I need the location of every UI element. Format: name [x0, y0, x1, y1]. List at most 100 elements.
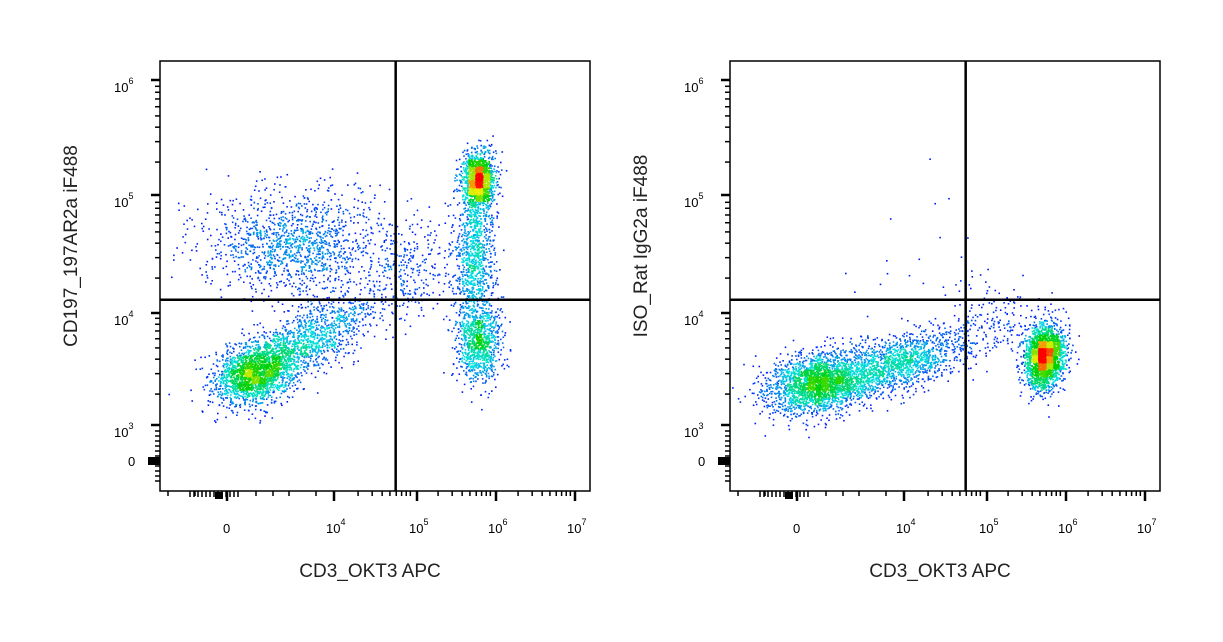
data-point: [392, 240, 395, 242]
data-point: [470, 214, 472, 216]
data-point: [306, 316, 308, 319]
data-point: [249, 338, 251, 340]
data-point: [385, 338, 387, 340]
data-point: [305, 335, 308, 338]
data-point: [478, 306, 481, 309]
data-point: [323, 274, 325, 277]
data-point: [337, 278, 340, 281]
data-point: [288, 254, 290, 257]
data-point: [406, 280, 408, 283]
data-point: [289, 237, 291, 239]
data-point: [227, 349, 229, 351]
data-point: [222, 405, 225, 407]
data-point: [399, 274, 402, 277]
data-point: [339, 314, 341, 317]
data-point: [381, 308, 384, 310]
data-point: [232, 364, 234, 367]
data-point: [283, 257, 285, 260]
data-point: [340, 286, 342, 289]
data-point: [250, 244, 252, 247]
data-point: [242, 347, 245, 349]
data-point: [424, 261, 426, 264]
data-point: [473, 318, 475, 321]
data-point: [355, 240, 357, 242]
data-point: [471, 254, 473, 257]
data-point: [234, 343, 236, 345]
data-point: [266, 387, 269, 390]
data-point: [475, 219, 477, 221]
data-point: [231, 403, 233, 405]
data-point: [273, 201, 275, 203]
data-point: [355, 239, 358, 241]
data-point: [328, 227, 330, 229]
data-point: [476, 153, 479, 155]
data-point: [464, 362, 467, 364]
data-point: [238, 267, 241, 270]
data-point: [274, 400, 277, 403]
data-point: [324, 329, 326, 331]
data-point: [296, 315, 299, 317]
data-point: [321, 340, 323, 342]
data-point: [475, 265, 478, 268]
data-point: [304, 231, 307, 234]
data-point: [340, 280, 343, 282]
data-point: [475, 151, 477, 154]
data-point: [279, 184, 281, 186]
data-point: [323, 233, 326, 235]
data-point: [358, 304, 361, 306]
data-point: [297, 387, 299, 390]
data-point: [459, 358, 461, 361]
data-point: [270, 339, 272, 342]
data-point: [359, 305, 362, 308]
data-point: [312, 203, 314, 206]
data-point: [379, 312, 382, 314]
data-point: [292, 255, 294, 257]
data-point: [316, 392, 319, 394]
data-point: [326, 267, 328, 269]
data-point: [310, 228, 313, 230]
data-point: [258, 279, 261, 282]
data-point: [463, 208, 465, 210]
data-point: [476, 147, 479, 149]
data-point: [470, 365, 473, 368]
data-point: [314, 364, 316, 366]
data-point: [334, 312, 336, 314]
data-point: [366, 234, 369, 236]
data-point: [333, 345, 336, 348]
data-point: [450, 284, 452, 286]
data-point: [412, 296, 414, 299]
data-point: [478, 243, 480, 245]
data-point: [227, 285, 230, 287]
data-point: [289, 251, 292, 253]
data-point: [459, 214, 462, 216]
data-point: [263, 337, 266, 340]
data-point: [471, 247, 474, 249]
data-point: [321, 334, 323, 337]
data-point: [339, 207, 342, 209]
data-point: [298, 207, 301, 210]
data-point: [418, 302, 420, 304]
data-point: [467, 201, 469, 204]
data-point: [471, 312, 474, 314]
data-point: [469, 354, 472, 357]
data-point: [283, 267, 286, 270]
data-point: [462, 167, 465, 169]
data-point: [458, 267, 460, 270]
data-point: [475, 222, 478, 224]
data-point: [252, 399, 254, 401]
data-point: [225, 265, 228, 268]
data-point: [289, 242, 292, 244]
data-point: [468, 277, 470, 279]
data-point: [263, 251, 266, 253]
data-point: [467, 313, 470, 316]
data-point: [403, 281, 405, 284]
data-point: [276, 282, 278, 284]
data-point: [465, 307, 468, 310]
data-point: [323, 201, 326, 204]
data-point: [480, 246, 483, 249]
data-point: [359, 233, 362, 235]
data-point: [346, 209, 349, 212]
data-point: [475, 366, 477, 369]
data-point: [317, 370, 319, 372]
data-point: [427, 234, 429, 236]
